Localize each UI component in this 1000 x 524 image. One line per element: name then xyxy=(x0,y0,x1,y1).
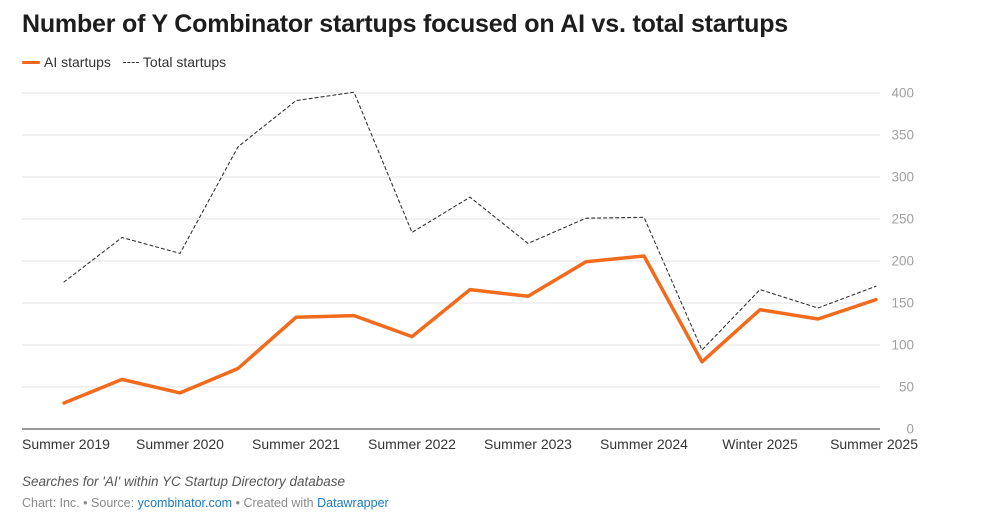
x-tick-label: Winter 2025 xyxy=(722,436,798,452)
legend: AI startups Total startups xyxy=(22,54,238,70)
x-tick-label: Summer 2023 xyxy=(484,436,572,452)
x-tick-label: Summer 2024 xyxy=(600,436,688,452)
credit-created-label: Created with xyxy=(243,496,314,510)
credit-source-label: Source: xyxy=(91,496,135,510)
legend-label-ai: AI startups xyxy=(44,54,111,70)
credit-chart-by: Chart: Inc. xyxy=(22,496,80,510)
line-chart: 0 50 100 150 200 250 300 350 400 Summer 2019 Summe… xyxy=(22,86,918,452)
credit-separator-2: • xyxy=(235,496,240,510)
legend-swatch-total xyxy=(122,61,139,63)
x-tick-label: Summer 2025 xyxy=(830,436,918,452)
y-tick-label: 350 xyxy=(891,128,914,143)
datawrapper-link[interactable]: Datawrapper xyxy=(317,496,389,510)
credit-separator-1: • xyxy=(83,496,88,510)
x-tick-label: Summer 2020 xyxy=(136,436,224,452)
y-tick-label: 150 xyxy=(891,296,914,311)
series-line-total-startups xyxy=(63,91,877,351)
series-line-ai-startups xyxy=(62,254,878,405)
y-tick-label: 50 xyxy=(899,380,914,395)
source-link[interactable]: ycombinator.com xyxy=(137,496,233,510)
chart-note: Searches for 'AI' within YC Startup Dire… xyxy=(22,474,346,489)
legend-swatch-ai xyxy=(22,60,40,64)
chart-credit: Chart: Inc. • Source: ycombinator.com • … xyxy=(22,496,389,510)
chart-title: Number of Y Combinator startups focused … xyxy=(22,10,789,38)
y-tick-label: 300 xyxy=(891,170,914,185)
x-tick-label: Summer 2019 xyxy=(22,436,110,452)
y-tick-label: 100 xyxy=(891,338,914,353)
x-tick-label: Summer 2021 xyxy=(252,436,340,452)
y-tick-label: 200 xyxy=(891,254,914,269)
x-tick-label: Summer 2022 xyxy=(368,436,456,452)
legend-label-total: Total startups xyxy=(142,54,227,70)
y-tick-label: 250 xyxy=(891,212,914,227)
legend-item-ai: AI startups xyxy=(22,54,111,70)
y-tick-label: 400 xyxy=(891,86,914,101)
y-tick-label: 0 xyxy=(906,422,914,437)
legend-item-total: Total startups xyxy=(122,54,227,70)
